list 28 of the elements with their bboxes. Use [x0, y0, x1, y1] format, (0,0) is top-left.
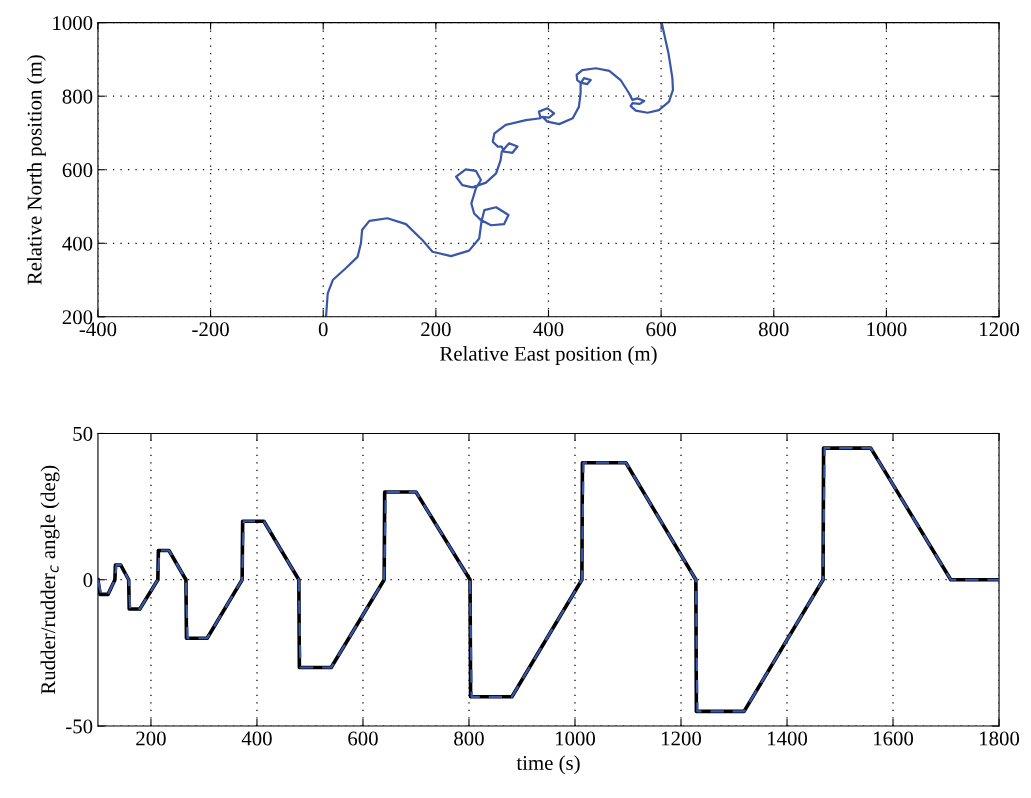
x-tick-label: -200 [192, 322, 229, 337]
y-tick-label: 1000 [53, 16, 93, 31]
x-tick-label: 1600 [874, 731, 914, 746]
x-tick-label: 1400 [768, 731, 808, 746]
x-tick-label: 1800 [980, 731, 1020, 746]
x-tick-label: 200 [136, 731, 166, 746]
x-tick-label: 600 [646, 322, 676, 337]
y-axis-title: Relative North position (m) [26, 55, 46, 285]
y-tick-label: -50 [66, 719, 93, 734]
x-tick-label: 0 [318, 322, 328, 337]
y-axis-title: Rudder/rudder$_{c}$ angle (deg) [40, 465, 60, 695]
x-tick-label: 200 [421, 322, 451, 337]
x-axis-title: Relative East position (m) [440, 346, 657, 366]
y-tick-label: 800 [62, 89, 93, 104]
x-tick-label: 400 [241, 731, 272, 746]
x-tick-label: 600 [348, 731, 378, 746]
y-tick-label: 0 [83, 573, 93, 588]
y-tick-label: 400 [62, 236, 93, 251]
x-tick-label: 400 [533, 322, 564, 337]
x-axis-title: time (s) [516, 755, 580, 775]
y-tick-label: 600 [62, 163, 93, 178]
x-tick-label: 800 [758, 322, 789, 337]
y-tick-label: 50 [73, 426, 93, 441]
x-tick-label: 1000 [867, 322, 907, 337]
x-tick-label: 1200 [980, 322, 1020, 337]
x-tick-label: 1200 [662, 731, 702, 746]
x-tick-label: 1000 [555, 731, 596, 746]
x-tick-label: 800 [454, 731, 484, 746]
